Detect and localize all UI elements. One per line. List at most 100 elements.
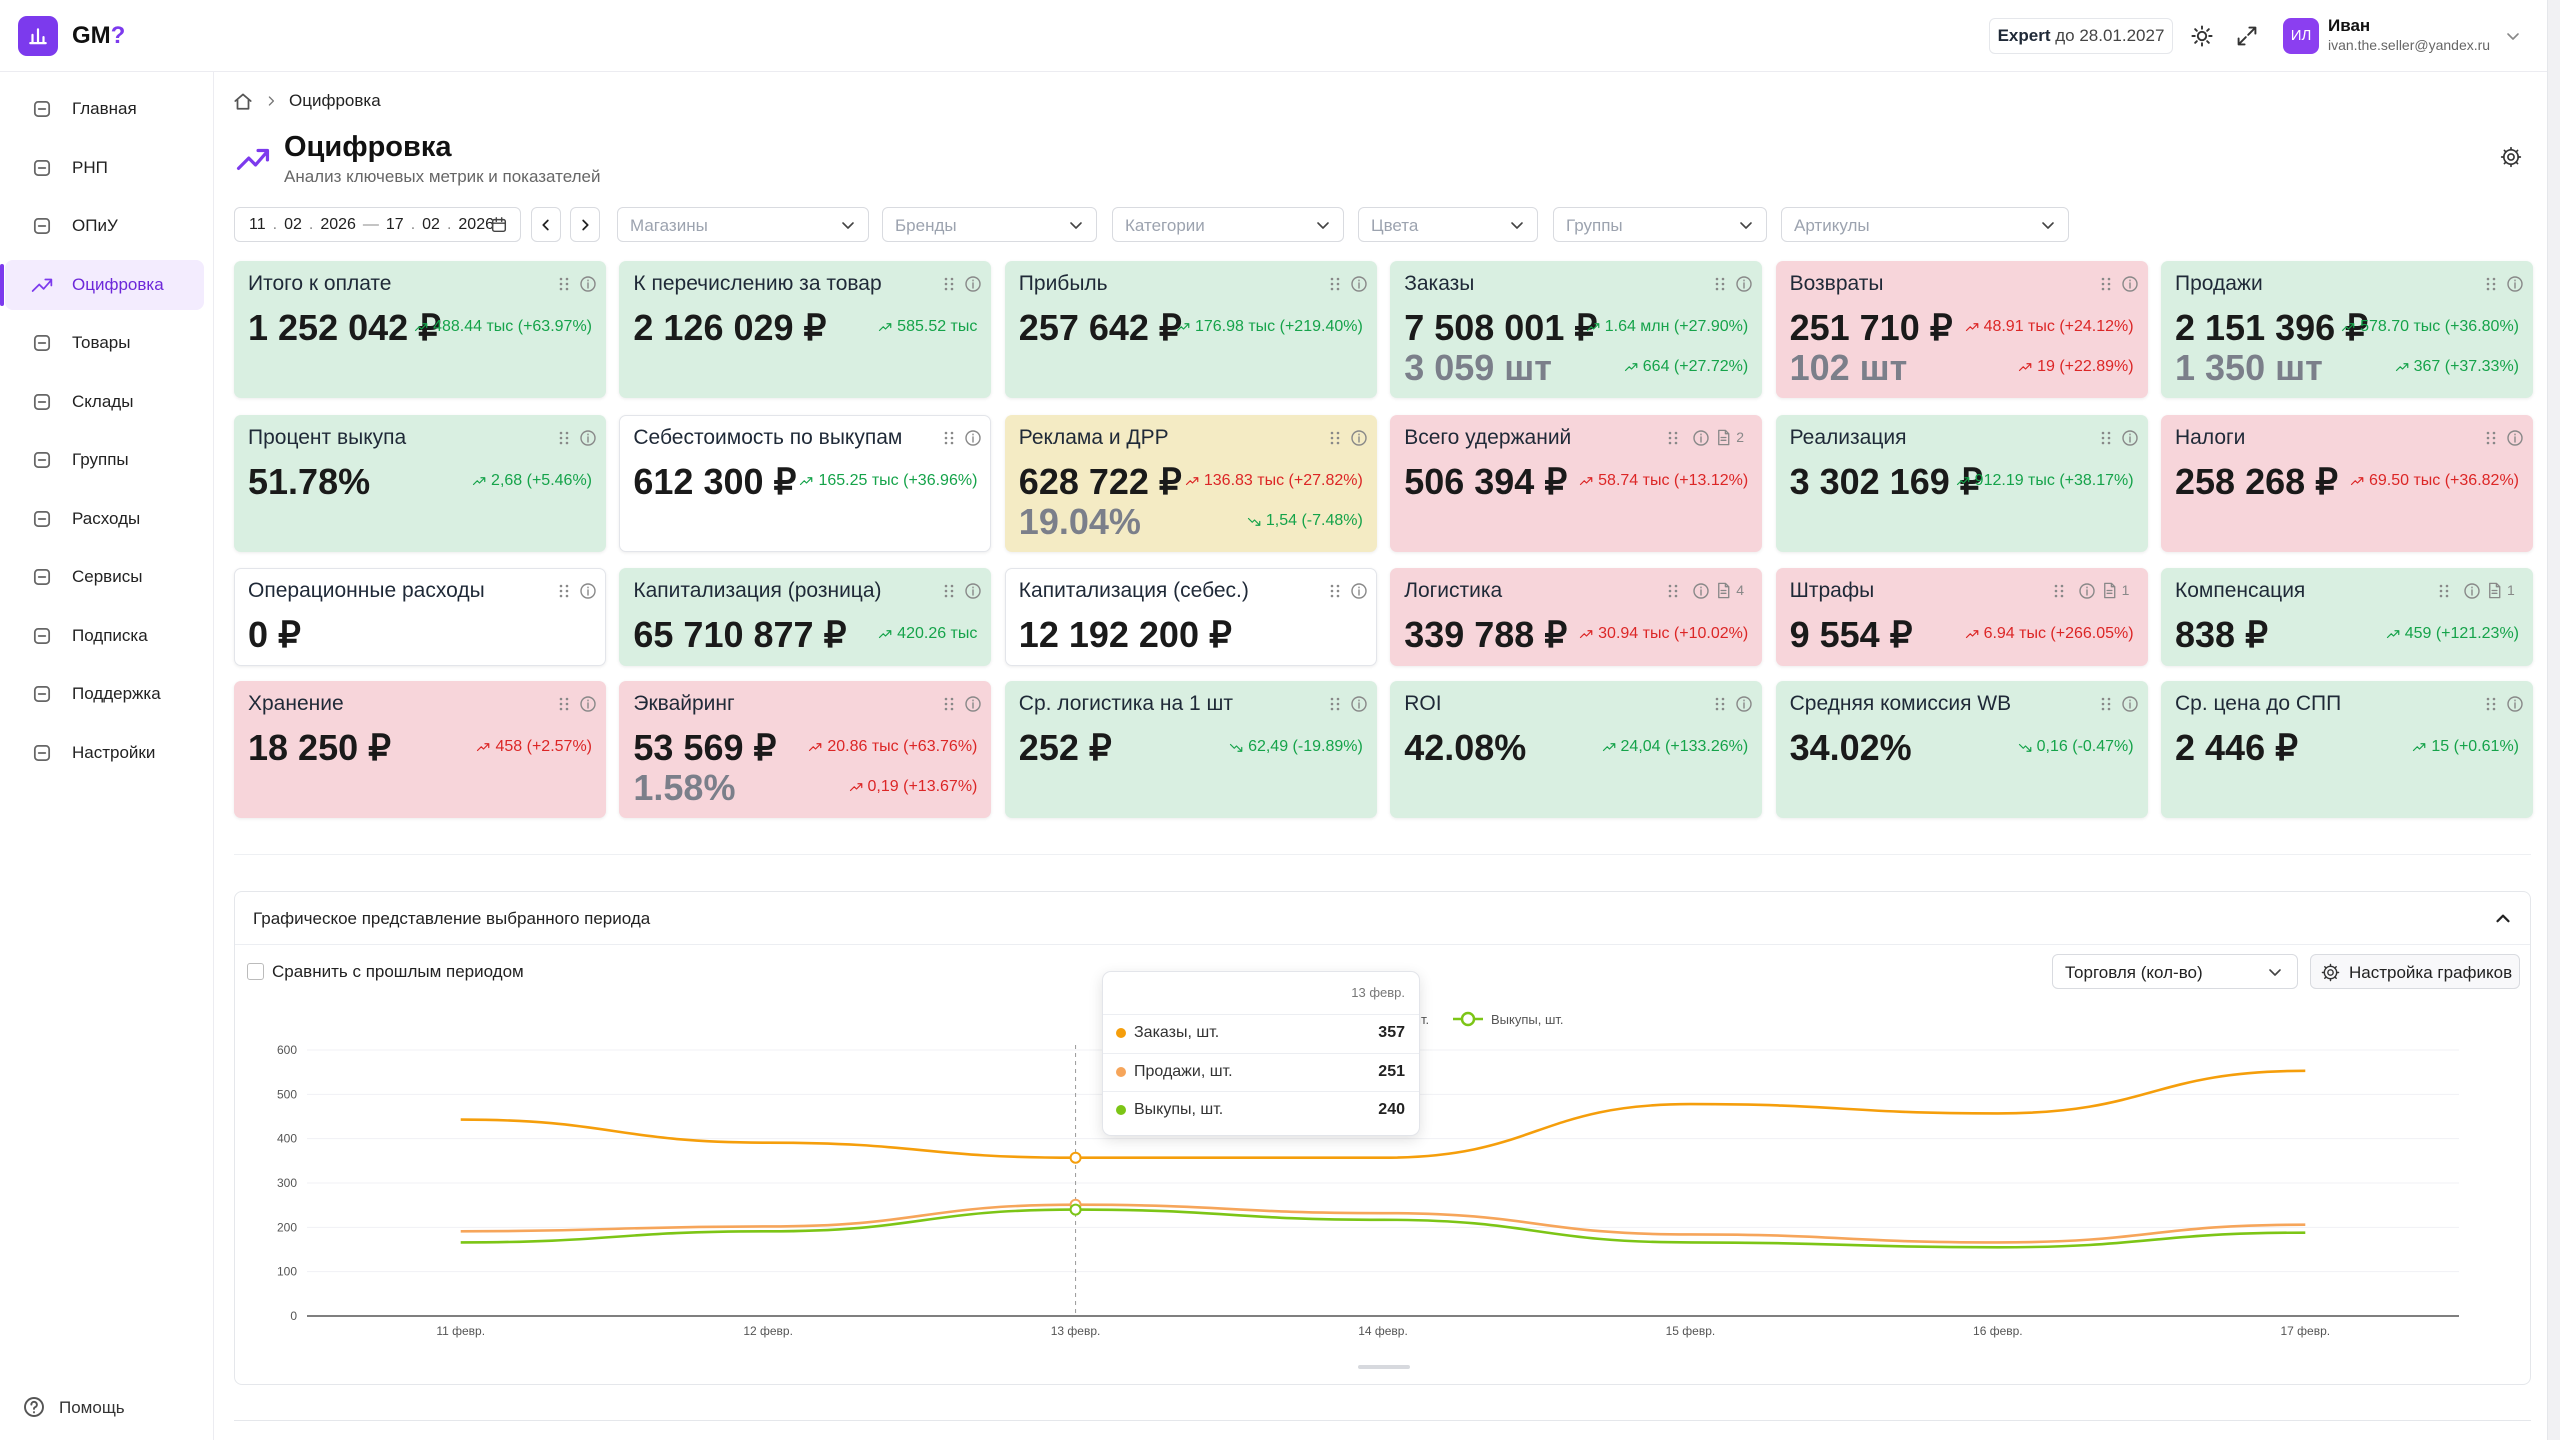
card-value: 838 ₽	[2175, 614, 2268, 655]
icon-up	[2350, 476, 2364, 485]
nav-item[interactable]: Подписка	[5, 611, 204, 661]
mode-value: Торговля (кол-во)	[2065, 963, 2203, 982]
icon-info	[580, 696, 596, 712]
card-change: 176.98 тыс (+219.40%)	[1176, 318, 1363, 336]
metric-card: Возвраты 251 710 ₽ 48.91 тыс (+24.12%) 102 …	[1775, 261, 2148, 398]
card-title: Капитализация (себес.)	[1018, 579, 1249, 602]
icon-chevd	[2269, 969, 2281, 976]
nav-item[interactable]: РНП	[5, 143, 204, 193]
nav-item[interactable]: Группы	[5, 435, 204, 485]
icon-sq	[33, 217, 51, 235]
card-title: Возвраты	[1789, 272, 1884, 295]
date-part: —	[362, 216, 379, 233]
icon-down	[1247, 517, 1261, 526]
nav-item[interactable]: Расходы	[5, 494, 204, 544]
icon-drag	[1715, 277, 1725, 291]
breadcrumb[interactable]: Оцифровка	[289, 91, 381, 110]
icon-sun	[2191, 25, 2213, 47]
icon-up	[2341, 322, 2355, 331]
card-value: 258 268 ₽	[2175, 461, 2339, 502]
card-value: 3 302 169 ₽	[1789, 461, 1983, 502]
icon-up	[1965, 322, 1978, 331]
filter-select[interactable]: Категории	[1112, 207, 1344, 242]
chart-settings-button[interactable]: Настройка графиков	[2310, 954, 2520, 989]
tooltip-value: 251	[1378, 1062, 1405, 1080]
icon-up	[1185, 476, 1199, 485]
filter-select[interactable]: Цвета	[1358, 207, 1538, 242]
tooltip-dot	[1116, 1066, 1126, 1077]
date-range[interactable]: 11. 02. 2026 — 17. 02. 2026	[234, 207, 521, 242]
card-change-text: 24,04 (+133.26%)	[1620, 738, 1749, 755]
nav-label: Поддержка	[72, 684, 161, 703]
icon-drag	[1330, 431, 1340, 445]
nav-label: Группы	[72, 450, 129, 469]
nav-label: ОПиУ	[72, 216, 118, 235]
nav-item[interactable]: Оцифровка	[0, 259, 204, 310]
icon-info	[965, 430, 982, 446]
card-change-text: 136.83 тыс (+27.82%)	[1203, 472, 1363, 489]
icon-drag	[1330, 584, 1340, 598]
date-part: .	[410, 216, 416, 233]
icon-sq	[33, 334, 51, 352]
icon-info	[1736, 276, 1752, 292]
metric-card: Итого к оплате 1 252 042 ₽488.44 тыс (+63…	[234, 261, 606, 398]
card-title: Ср. цена до СПП	[2175, 692, 2342, 715]
icon-up	[1624, 362, 1638, 371]
card-change: 136.83 тыс (+27.82%)	[1185, 472, 1363, 490]
card-change: 58.74 тыс (+13.12%)	[1579, 472, 1748, 490]
nav-item[interactable]: Склады	[5, 377, 204, 427]
metric-card: Штрафы 1 9 554 ₽ 6.94 тыс (+266.05%)	[1775, 568, 2148, 666]
icon-drag	[1668, 584, 1678, 598]
icon-up	[1580, 629, 1593, 638]
compare-checkbox[interactable]	[247, 963, 264, 980]
nav-item[interactable]: ОПиУ	[5, 201, 204, 251]
mode-select[interactable]: Торговля (кол-во)	[2052, 954, 2298, 989]
nav-item[interactable]: Сервисы	[5, 552, 204, 602]
nav-item[interactable]: Товары	[5, 318, 204, 368]
icon-up	[1602, 742, 1615, 751]
icon-drag	[2486, 697, 2496, 711]
nav-item[interactable]: Главная	[5, 84, 204, 134]
next-button[interactable]	[570, 207, 600, 242]
tooltip-series: Продажи, шт.	[1134, 1062, 1233, 1080]
card-value: 9 554 ₽	[1789, 614, 1913, 655]
icon-up	[2395, 362, 2408, 371]
filter-select[interactable]: Бренды	[882, 207, 1097, 242]
date-part: 17	[385, 216, 404, 233]
logo-mark: ?	[110, 22, 126, 49]
icon-up	[2018, 362, 2032, 371]
card-change-text: 488.44 тыс (+63.97%)	[433, 318, 592, 335]
icon-info	[1351, 583, 1367, 599]
icon-info	[1351, 696, 1367, 712]
icon-chevd	[1511, 222, 1523, 229]
tooltip-value: 240	[1378, 1101, 1405, 1118]
card-title: Себестоимость по выкупам	[633, 426, 903, 449]
icon-drag	[2054, 584, 2063, 598]
card-change-text: 19 (+22.89%)	[2037, 358, 2134, 375]
filter-placeholder: Магазины	[630, 216, 708, 235]
card-change: 20.86 тыс (+63.76%)	[808, 738, 977, 756]
date-part: .	[272, 216, 278, 233]
card-change: 69.50 тыс (+36.82%)	[2350, 472, 2519, 490]
card-change-text: 1,54 (-7.48%)	[1265, 512, 1363, 529]
filter-select[interactable]: Артикулы	[1781, 207, 2069, 242]
icon-sq	[33, 100, 51, 118]
filter-select[interactable]: Группы	[1553, 207, 1767, 242]
icon-up	[472, 476, 486, 485]
tooltip-series: Выкупы, шт.	[1134, 1101, 1224, 1118]
metric-card: Логистика 4 339 788 ₽ 30.94 тыс (+10.02%)	[1390, 568, 1763, 666]
card-change-text: 585.52 тыс	[897, 318, 978, 335]
tooltip-separator	[1103, 1014, 1419, 1015]
icon-up	[800, 476, 813, 485]
divider	[234, 854, 2531, 855]
panel-divider	[235, 944, 2530, 945]
nav-item[interactable]: Настройки	[5, 728, 204, 778]
card-badge: 2	[1736, 429, 1744, 445]
prev-button[interactable]	[531, 207, 561, 242]
card-value: 42.08%	[1404, 727, 1527, 768]
icon-chevr	[268, 96, 275, 106]
filter-select[interactable]: Магазины	[617, 207, 869, 242]
nav-item[interactable]: Поддержка	[5, 669, 204, 719]
help-link[interactable]: Помощь	[0, 1382, 213, 1432]
